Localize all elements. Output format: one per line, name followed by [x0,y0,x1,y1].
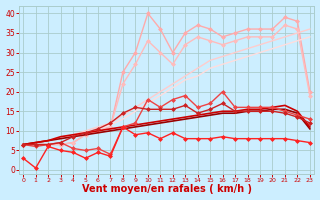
X-axis label: Vent moyen/en rafales ( km/h ): Vent moyen/en rafales ( km/h ) [82,184,252,194]
